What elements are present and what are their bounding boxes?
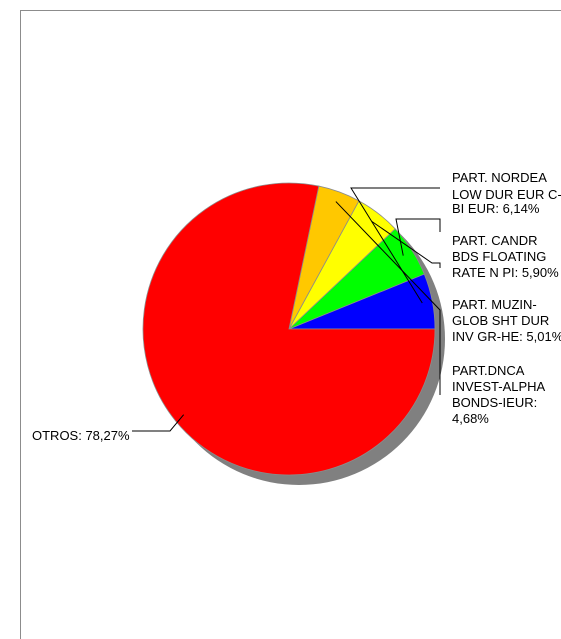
slice-labels: PART. NORDEA LOW DUR EUR C-BI EUR: 6,14% P… [32, 170, 561, 443]
slice-label-4-line-1: PART.DNCA [452, 363, 525, 378]
slice-label-1-line-3: BI EUR: 6,14% [452, 201, 540, 216]
slice-label-3-line-2: GLOB SHT DUR [452, 313, 549, 328]
slice-label-1-line-1: PART. NORDEA [452, 170, 547, 185]
leader-line-1 [350, 187, 440, 304]
leader-line-3 [371, 221, 441, 268]
slice-label-4-line-4: 4,68% [452, 411, 489, 426]
slice-label-1-line-2: LOW DUR EUR C- [452, 187, 561, 202]
slice-label-2-line-1: PART. CANDR [452, 233, 537, 248]
leader-line-4 [335, 201, 441, 395]
leader-line-5 [132, 414, 185, 432]
slice-label-3-line-1: PART. MUZIN- [452, 297, 537, 312]
slice-label-5-line-1: OTROS: 78,27% [32, 428, 130, 443]
slice-label-4-line-3: BONDS-IEUR: [452, 395, 537, 410]
pie-slice-5 [142, 182, 436, 476]
leader-line-2 [395, 218, 441, 256]
slice-label-2-line-3: RATE N PI: 5,90% [452, 265, 559, 280]
pie-slices [142, 182, 436, 476]
leader-lines [132, 187, 441, 432]
slice-label-3-line-3: INV GR-HE: 5,01% [452, 329, 561, 344]
slice-label-4-line-2: INVEST-ALPHA [452, 379, 546, 394]
slice-label-2-line-2: BDS FLOATING [452, 249, 546, 264]
